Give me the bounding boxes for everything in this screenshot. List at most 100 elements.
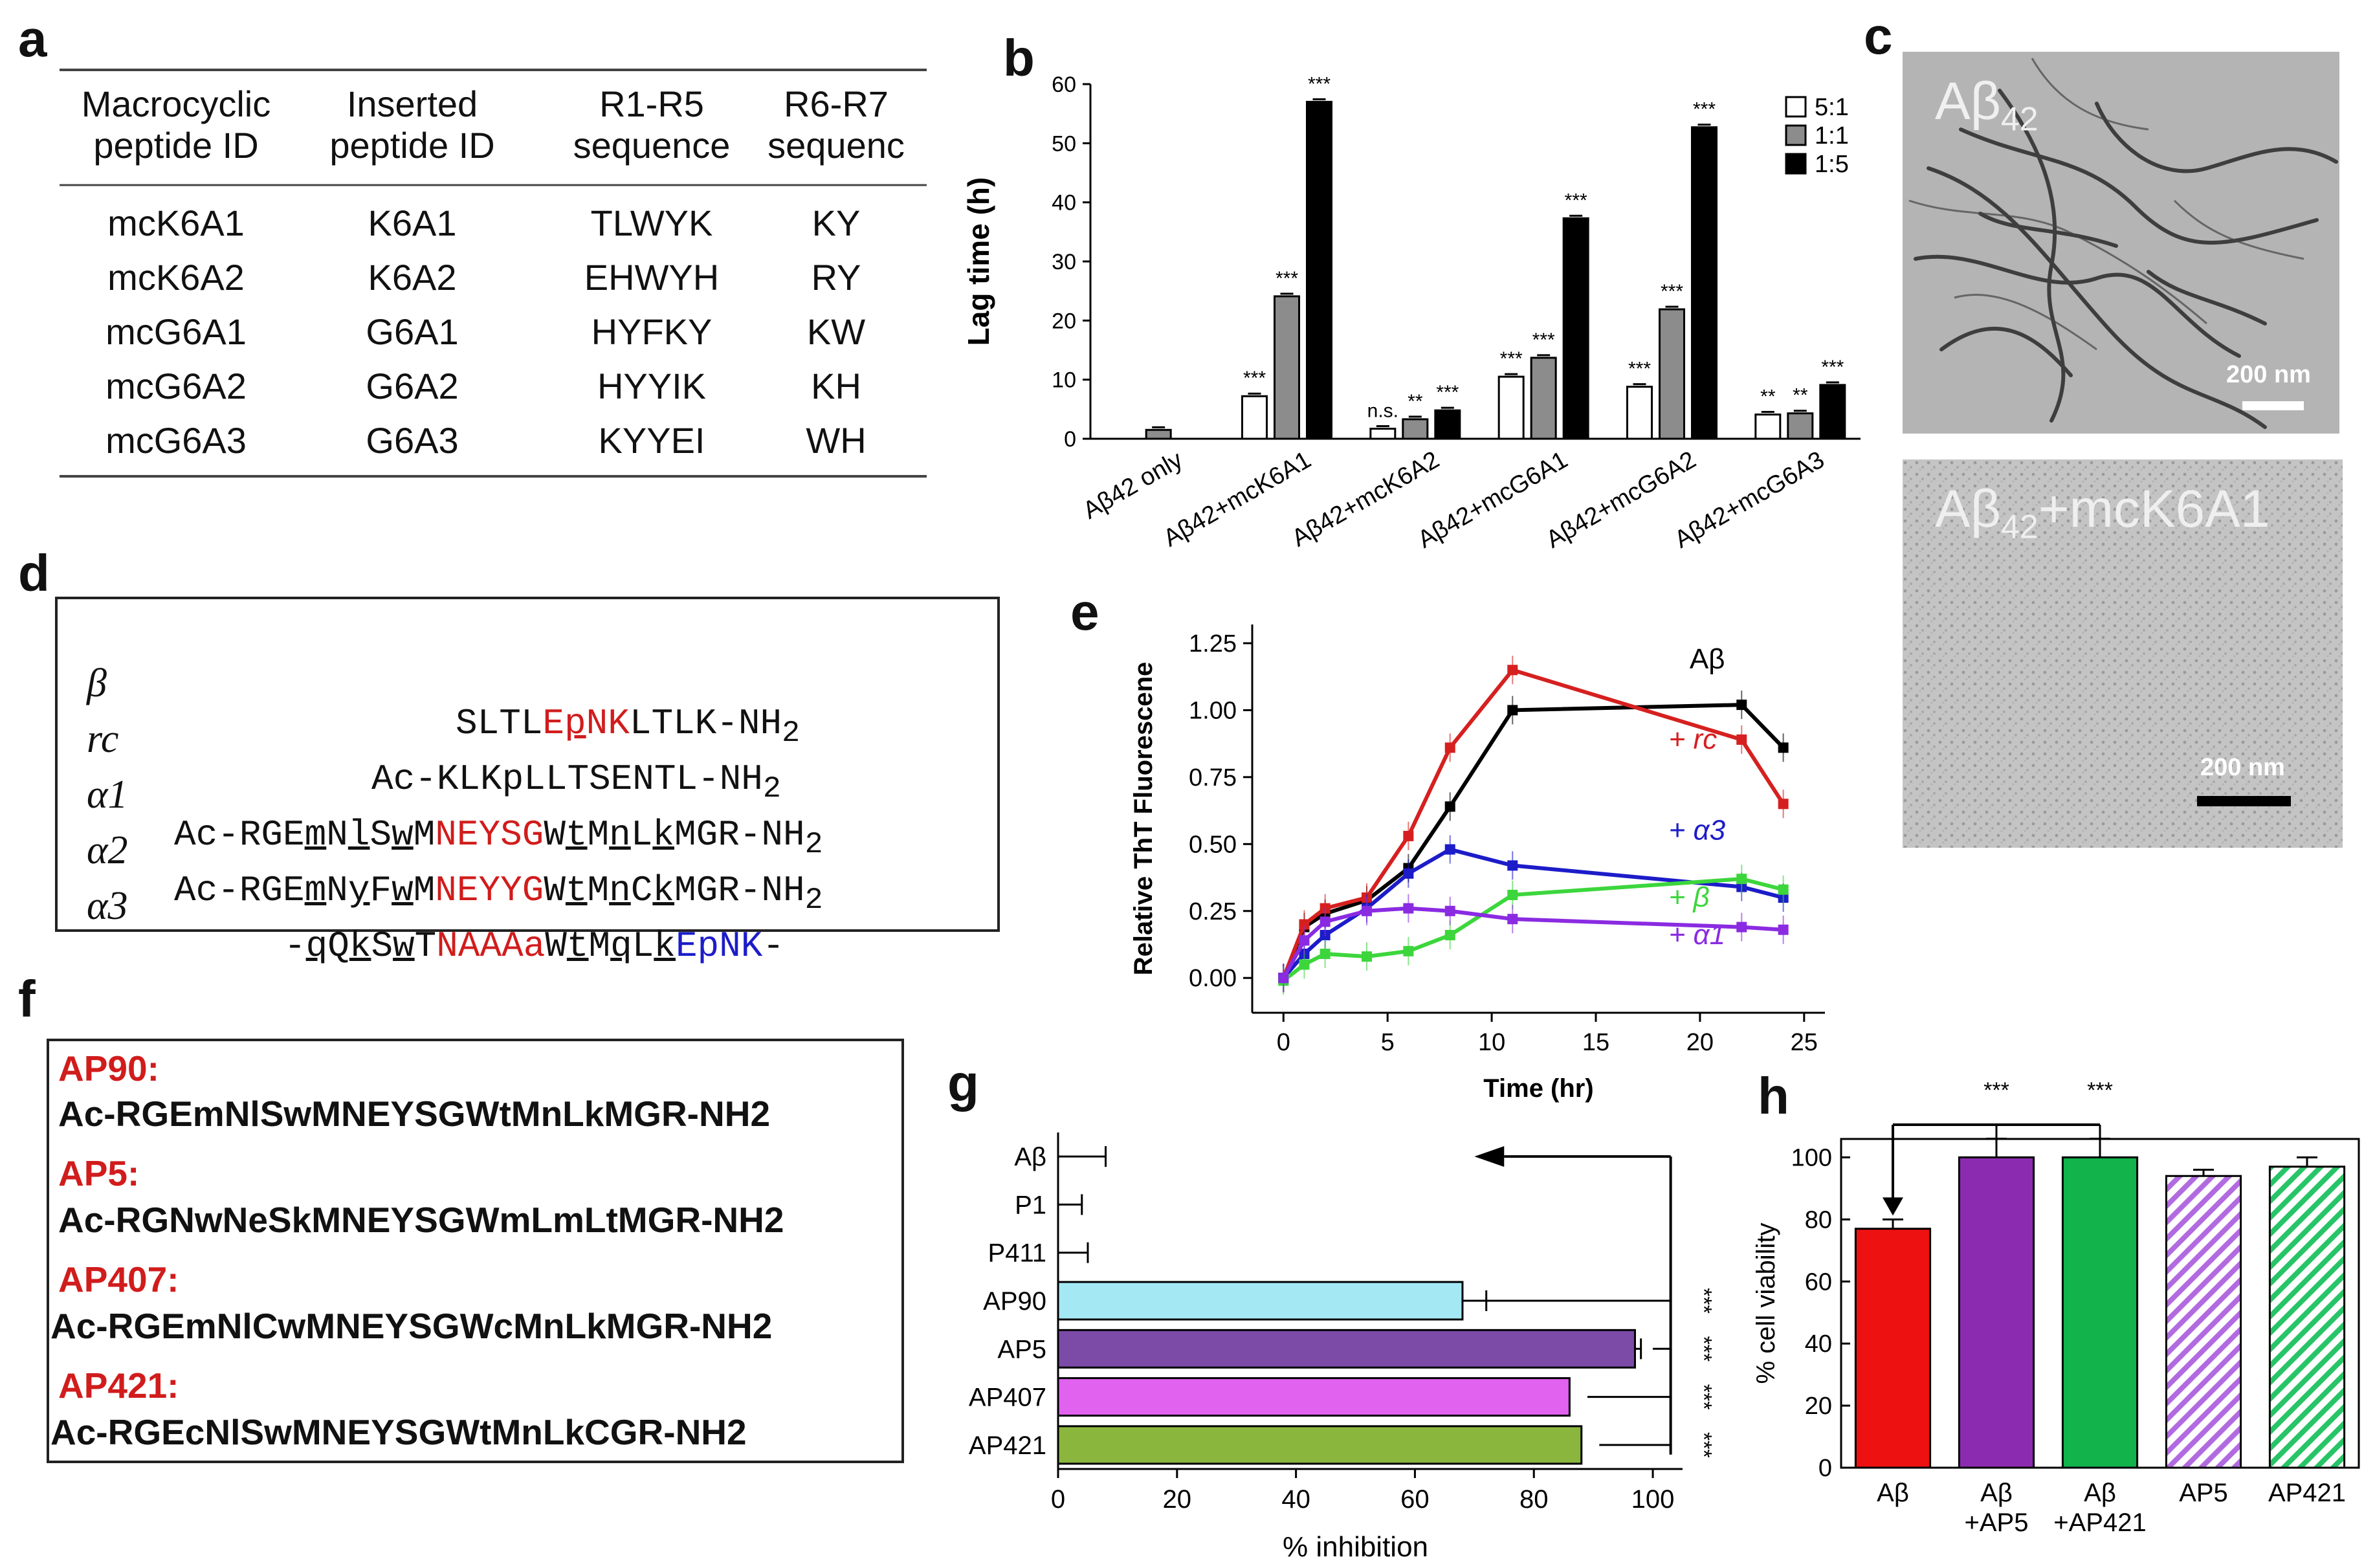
- significance-label: **: [1408, 391, 1423, 412]
- tem-top-label: Aβ42: [1935, 72, 2038, 138]
- tem-image-bottom: Aβ42+mcK6A1 200 nm: [1903, 459, 2343, 848]
- data-point: [1444, 844, 1455, 855]
- y-tick-label: 30: [1052, 250, 1076, 274]
- chart-g: 0 20 40 60 80 100 % inhibition Aβ P1 P411 AP90 AP5 A…: [919, 1100, 1773, 1565]
- table-cell: mcK6A2: [107, 257, 245, 298]
- y-tick-label: 40: [1052, 191, 1076, 215]
- significance-label: ***: [1276, 268, 1298, 289]
- data-point: [1299, 935, 1310, 946]
- significance-label: ***: [1308, 73, 1331, 94]
- table-cell: WH: [806, 420, 867, 461]
- seq-row-alpha3: α3 -qQkSwTNAAAaWtMqLkEpNK-: [87, 841, 993, 967]
- ap421-name: AP421:: [58, 1365, 179, 1406]
- ap5-name: AP5:: [58, 1153, 140, 1193]
- bar: [1787, 412, 1814, 440]
- legend-label: 5:1: [1815, 94, 1849, 121]
- seq-text: Ac-RGEmNyFwMNEYYGWtMnCkMGR-NH2: [174, 870, 823, 918]
- significance-label: ***: [1565, 190, 1587, 211]
- bar: [1659, 308, 1685, 440]
- data-point: [1278, 973, 1289, 984]
- y-tick-label: 0: [1064, 427, 1076, 452]
- x-tick-label: 10: [1478, 1029, 1505, 1056]
- y-tick-label: 100: [1791, 1144, 1832, 1171]
- x-tick-label: 20: [1686, 1029, 1714, 1056]
- tem-image-top: Aβ42 200 nm: [1903, 52, 2339, 434]
- panel-label-h: h: [1758, 1067, 1789, 1125]
- significance-label: ***: [1692, 1384, 1716, 1410]
- y-tick-label: 20: [1052, 309, 1076, 333]
- table-cell: mcK6A1: [107, 203, 245, 243]
- x-tick-label: 80: [1519, 1485, 1549, 1514]
- table-cell: mcG6A3: [105, 420, 247, 461]
- y-tick-label: 1.25: [1189, 630, 1237, 657]
- seq-text: Ac-RGEmNlSwMNEYSGWtMnLkMGR-NH2: [174, 814, 823, 863]
- y-tick-label: 0: [1818, 1455, 1832, 1482]
- legend-label: 1:5: [1815, 151, 1849, 178]
- table-header-cell: peptide ID: [329, 125, 495, 166]
- bar: [1057, 1281, 1464, 1321]
- bar: [1497, 375, 1525, 440]
- y-tick-label: 0.50: [1189, 831, 1237, 858]
- table-cell: G6A2: [366, 366, 459, 406]
- x-tick-label: Aβ: [1980, 1479, 2013, 1507]
- table-header-cell: sequence: [573, 125, 731, 166]
- scale-bar-bottom: [2197, 796, 2291, 806]
- x-tick-label: Aβ: [1877, 1479, 1909, 1507]
- bar: [2268, 1165, 2346, 1469]
- significance-label: ***: [1821, 357, 1844, 378]
- data-point: [1320, 948, 1331, 959]
- bar: [2165, 1175, 2242, 1469]
- y-tick-label: AP5: [997, 1335, 1046, 1364]
- seq-row-rc: rc Ac-KLKpLLTSENTL-NH2: [87, 674, 993, 806]
- y-tick-label: 60: [1805, 1268, 1832, 1296]
- y-tick-label: 0.00: [1189, 965, 1237, 992]
- ap5-seq: Ac-RGNwNeSkMNEYSGWmLmLtMGR-NH2: [58, 1200, 784, 1240]
- x-tick-label: 20: [1163, 1485, 1192, 1514]
- arrow-head: [1883, 1197, 1903, 1216]
- fibril-network: [1908, 58, 2338, 429]
- x-tick-label: Aβ42 only: [1079, 446, 1188, 524]
- table-cell: HYYIK: [597, 366, 707, 406]
- seq-text: -qQkSwTNAAAaWtMqLkEpNK-: [284, 925, 784, 967]
- data-point: [1299, 959, 1310, 970]
- y-tick-label: AP421: [969, 1431, 1046, 1460]
- table-cell: mcG6A1: [105, 311, 247, 352]
- y-axis-label: % cell viability: [1752, 1223, 1780, 1384]
- ap421-seq: Ac-RGEcNlSwMNEYSGWtMnLkCGR-NH2: [50, 1412, 747, 1452]
- bar: [1369, 427, 1397, 440]
- table-header-cell: Macrocyclic: [81, 83, 271, 124]
- x-axis-label: % inhibition: [1283, 1531, 1428, 1563]
- seq-name: α1: [87, 773, 128, 817]
- ap90-name: AP90:: [58, 1048, 159, 1088]
- table-cell: KW: [806, 311, 866, 352]
- data-point: [1778, 924, 1789, 935]
- data-point: [1444, 801, 1455, 812]
- y-tick-label: 20: [1805, 1393, 1832, 1420]
- legend-swatch: [1785, 153, 1807, 175]
- legend-label: 1:1: [1815, 122, 1849, 149]
- panel-label-e: e: [1070, 583, 1099, 641]
- tem-bottom-label: Aβ42+mcK6A1: [1935, 480, 2270, 546]
- data-point: [1507, 665, 1518, 676]
- bar: [1854, 1228, 1932, 1469]
- data-point: [1403, 945, 1414, 956]
- scale-bar-top: [2242, 401, 2304, 410]
- bar: [1754, 414, 1782, 440]
- panel-label-b: b: [1003, 29, 1035, 87]
- data-point: [1507, 889, 1518, 900]
- sequence-box-d: β SLTLEpNKLTLK-NH2 rc Ac-KLKpLLTSENTL-NH…: [55, 597, 1000, 967]
- data-point: [1778, 884, 1789, 895]
- table-cell: K6A1: [368, 203, 457, 243]
- seq-text: Ac-KLKpLLTSENTL-NH2: [371, 758, 781, 807]
- table-cell: KY: [812, 203, 861, 243]
- bar: [1626, 386, 1653, 440]
- seq-name: rc: [87, 717, 119, 761]
- table-cell: RY: [811, 257, 861, 298]
- significance-label: ***: [1692, 1288, 1716, 1314]
- seq-name: β: [87, 661, 107, 705]
- data-point: [1507, 705, 1518, 716]
- significance-label: ***: [1628, 359, 1651, 380]
- seq-name: α2: [87, 828, 128, 872]
